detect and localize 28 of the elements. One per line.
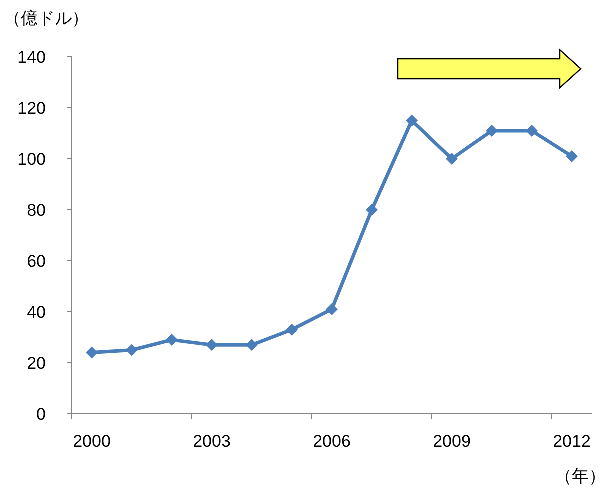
point bbox=[486, 124, 498, 137]
y-tick-label: 100 bbox=[18, 150, 46, 169]
point bbox=[406, 114, 418, 127]
point bbox=[326, 303, 338, 316]
point bbox=[446, 153, 458, 165]
point bbox=[566, 150, 578, 162]
point bbox=[526, 124, 538, 137]
x-tick-label: 2006 bbox=[313, 432, 351, 451]
point bbox=[246, 339, 258, 352]
y-tick-label: 20 bbox=[27, 354, 46, 373]
y-tick-label: 60 bbox=[27, 252, 46, 271]
point bbox=[166, 334, 178, 346]
point bbox=[286, 324, 298, 336]
x-tick-label: 2003 bbox=[193, 432, 231, 451]
x-tick-label: 2000 bbox=[73, 432, 111, 451]
y-tick-label: 0 bbox=[36, 405, 46, 424]
y-tick-label: 140 bbox=[18, 48, 46, 67]
point bbox=[206, 339, 218, 352]
point bbox=[366, 204, 378, 216]
point bbox=[126, 344, 138, 356]
y-axis-title: （億ドル） bbox=[4, 9, 89, 28]
x-tick-label: 2012 bbox=[553, 432, 591, 451]
y-tick-label: 80 bbox=[27, 201, 46, 220]
y-tick-label: 40 bbox=[27, 303, 46, 322]
y-tick-label: 120 bbox=[18, 99, 46, 118]
x-tick-label: 2009 bbox=[433, 432, 471, 451]
point bbox=[86, 346, 98, 359]
x-axis-title: （年） bbox=[555, 467, 606, 486]
